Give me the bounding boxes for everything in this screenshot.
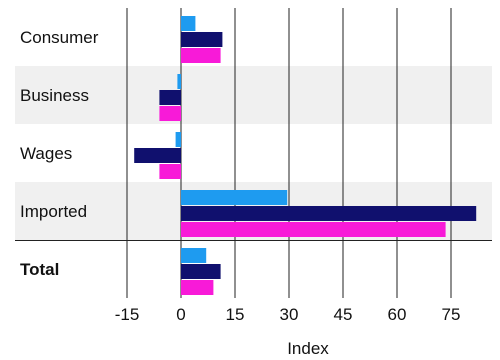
bar-wages-s2 (134, 148, 181, 163)
bar-consumer-s1 (181, 16, 196, 31)
bar-total-s2 (181, 264, 221, 279)
bar-total-s1 (181, 248, 207, 263)
x-axis-title: Index (287, 339, 329, 358)
category-label-business: Business (20, 86, 89, 105)
x-tick-labels: -15 0 15 30 45 60 75 (115, 305, 461, 324)
bar-business-s3 (159, 106, 181, 121)
bar-total-s3 (181, 280, 214, 295)
x-tick-label-15: 15 (226, 305, 245, 324)
x-tick-label-60: 60 (388, 305, 407, 324)
category-labels: Consumer Business Wages Imported Total (20, 28, 99, 279)
category-label-total: Total (20, 260, 59, 279)
category-label-wages: Wages (20, 144, 72, 163)
bar-business-s1 (177, 74, 181, 89)
bar-imported-s1 (181, 190, 288, 205)
x-tick-label-30: 30 (280, 305, 299, 324)
bar-wages-s1 (175, 132, 181, 147)
bar-business-s2 (159, 90, 181, 105)
bar-imported-s3 (181, 222, 446, 237)
band-business (15, 66, 492, 124)
x-tick-label-15: -15 (115, 305, 140, 324)
bar-consumer-s2 (181, 32, 223, 47)
bar-consumer-s3 (181, 48, 221, 63)
category-label-consumer: Consumer (20, 28, 99, 47)
bar-imported-s2 (181, 206, 477, 221)
bars (134, 16, 477, 295)
category-label-imported: Imported (20, 202, 87, 221)
bar-wages-s3 (159, 164, 181, 179)
x-tick-label-0: 0 (176, 305, 185, 324)
x-tick-label-75: 75 (442, 305, 461, 324)
gridlines (126, 8, 452, 298)
x-tick-label-45: 45 (334, 305, 353, 324)
